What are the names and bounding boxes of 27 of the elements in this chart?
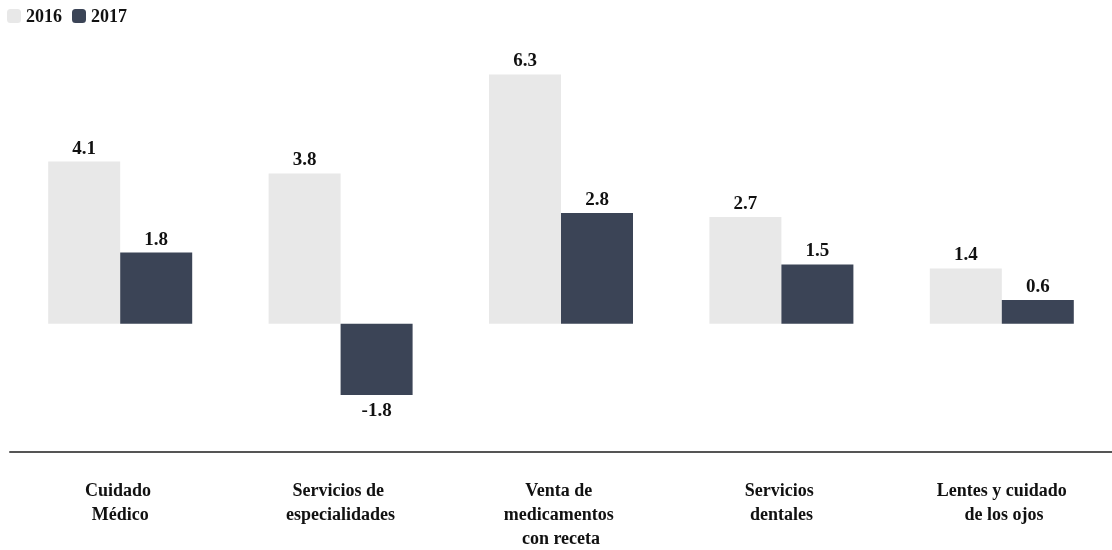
legend-label: 2016 <box>26 6 62 26</box>
x-tick-label: Venta de medicamentos con receta <box>503 480 619 548</box>
bar <box>48 161 121 324</box>
bar <box>268 173 341 324</box>
x-tick-label: Servicios de especialidades <box>286 480 396 524</box>
data-label: 2.8 <box>585 187 609 209</box>
bar <box>709 216 782 324</box>
bar <box>340 323 413 396</box>
bar <box>561 212 633 324</box>
data-label: 3.8 <box>292 148 317 170</box>
data-label: 4.1 <box>72 136 97 158</box>
data-label: 6.3 <box>513 49 537 71</box>
bar <box>489 74 561 324</box>
x-tick-label: Servicios dentales <box>744 480 819 524</box>
bar <box>120 252 193 324</box>
bar <box>929 268 1002 324</box>
x-tick-label: Cuidado Médico <box>84 480 156 524</box>
data-label: 1.8 <box>144 227 169 249</box>
data-label: 2.7 <box>733 191 758 213</box>
data-label: -1.8 <box>361 399 392 421</box>
legend-label: 2017 <box>91 6 127 26</box>
bar <box>781 264 854 324</box>
data-label: 1.4 <box>953 243 979 265</box>
x-tick-label: Lentes y cuidado de los ojos <box>936 480 1067 524</box>
bar <box>1001 300 1074 324</box>
data-label: 1.5 <box>805 239 830 261</box>
data-label: 0.6 <box>1025 275 1050 297</box>
